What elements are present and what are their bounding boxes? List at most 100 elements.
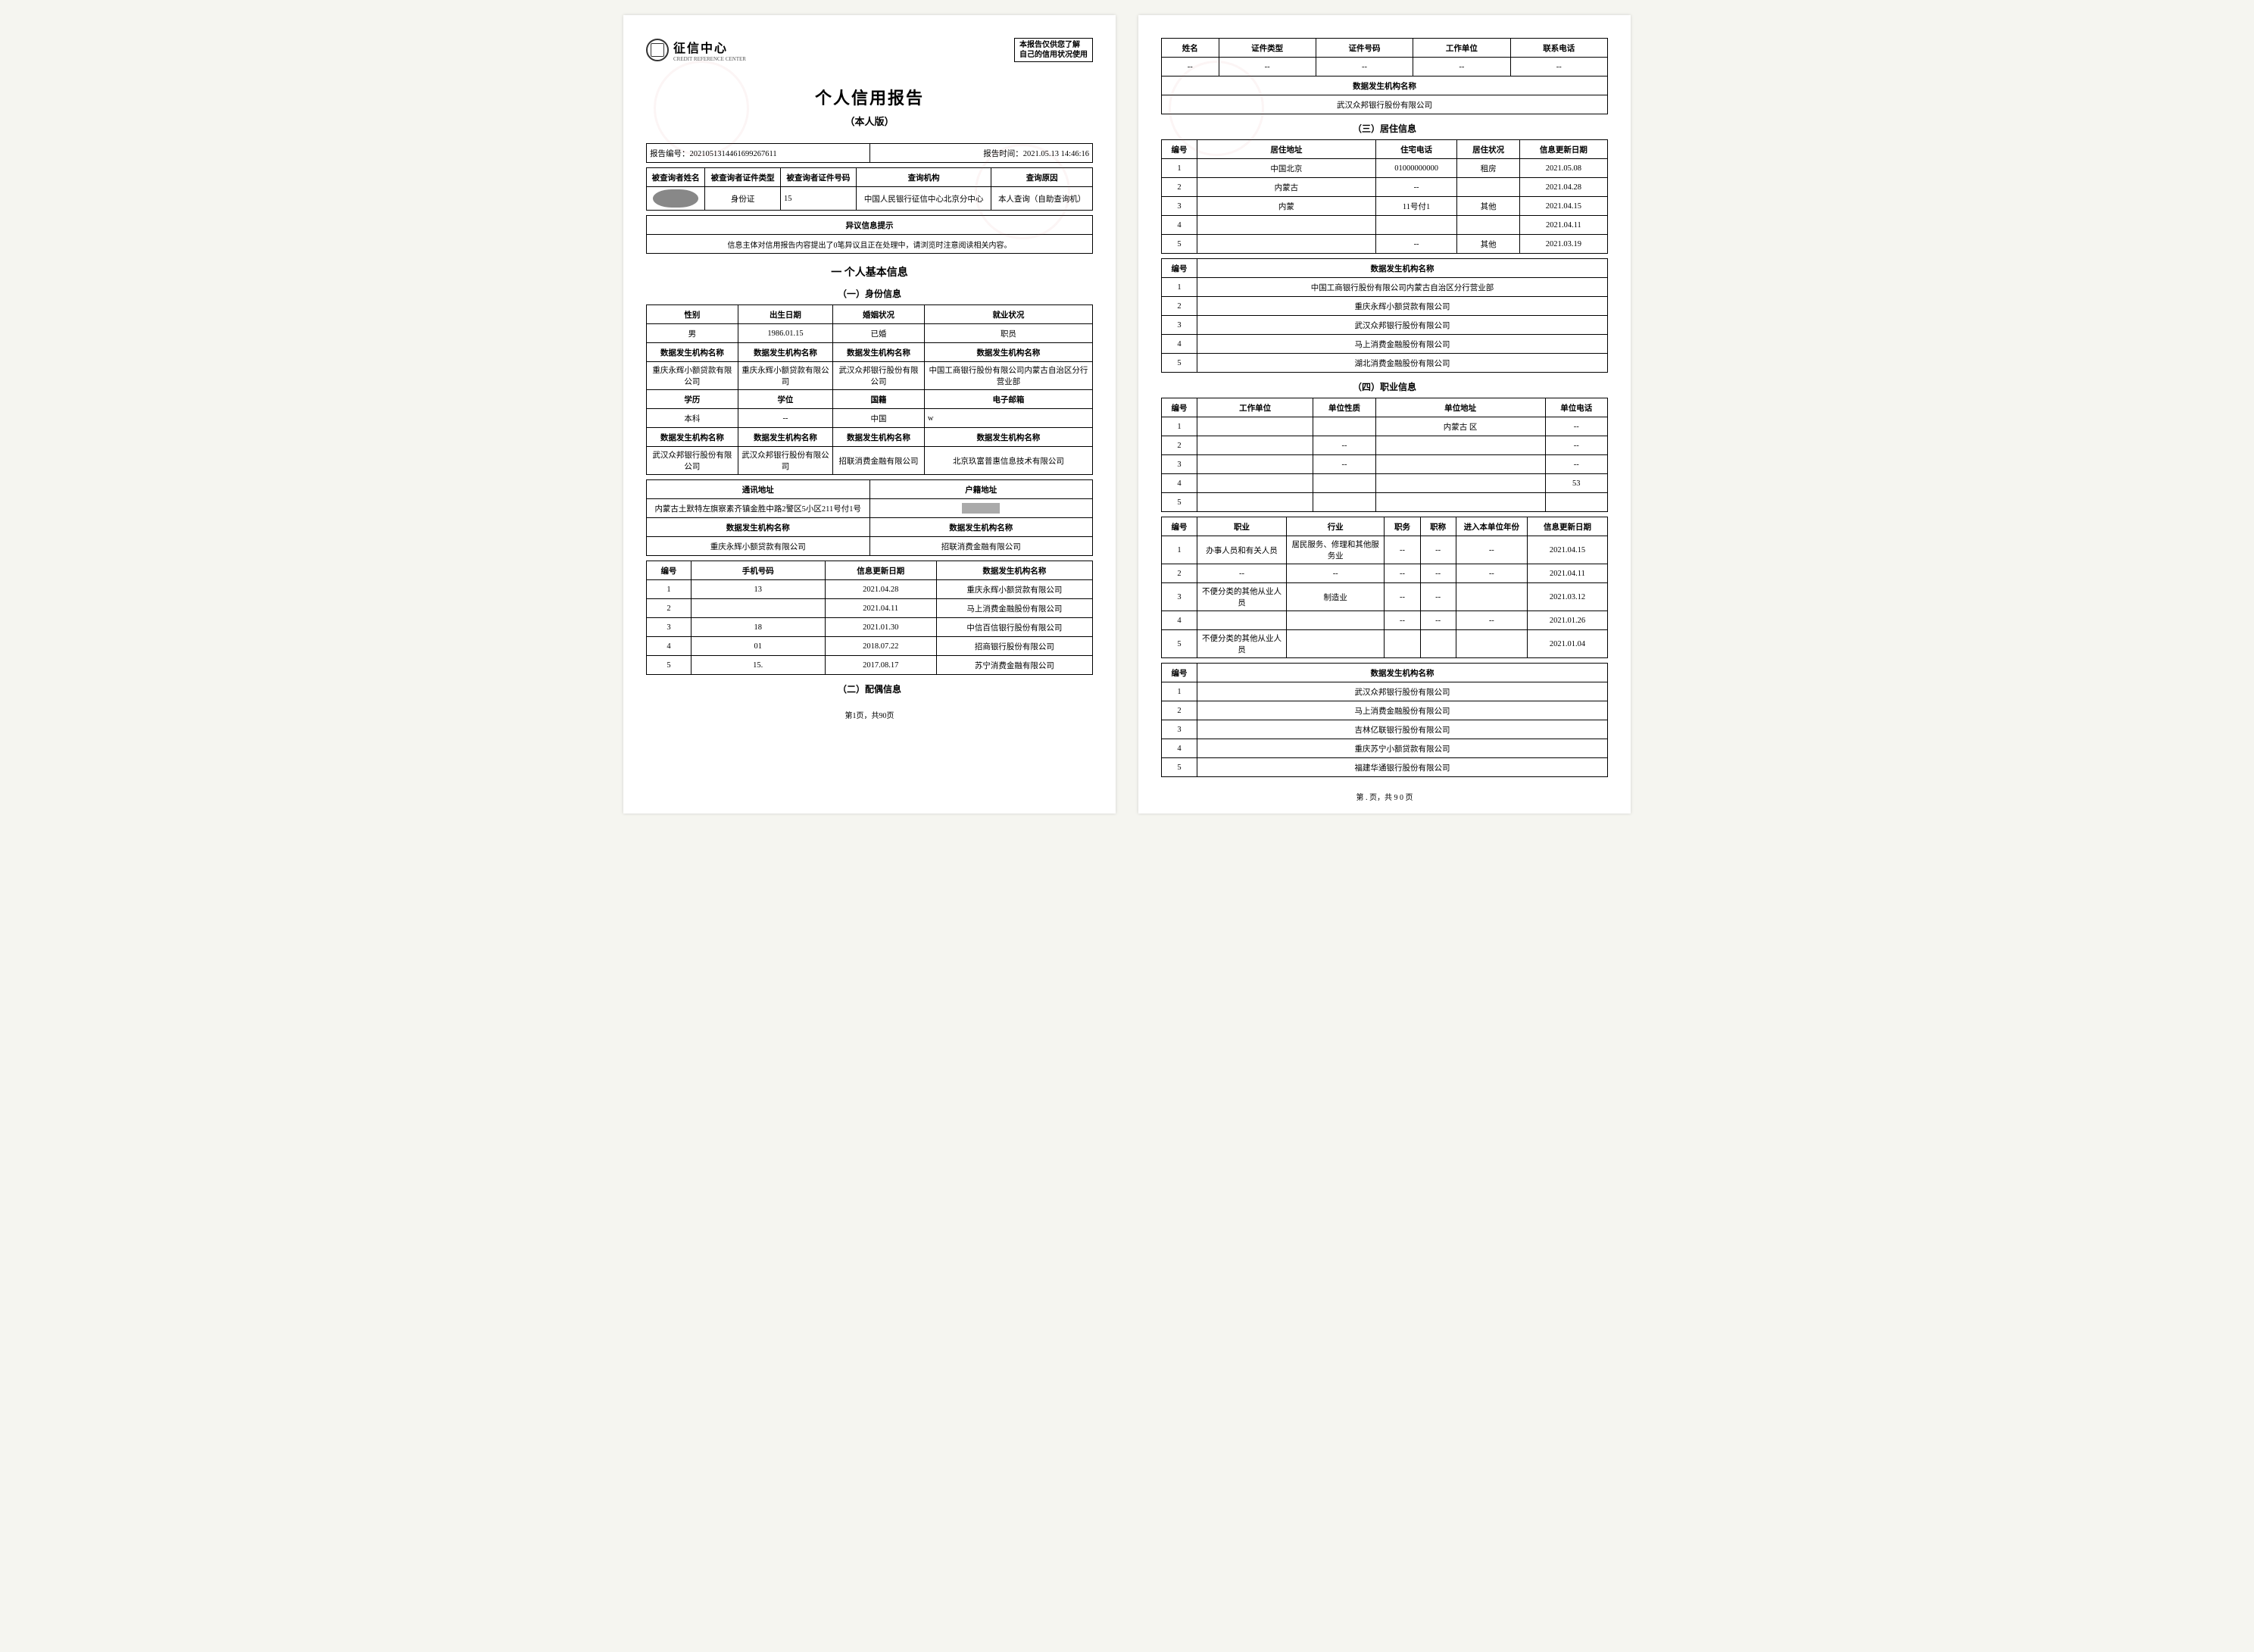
rh1: 居住地址	[1197, 140, 1376, 159]
ih31: 学位	[738, 390, 832, 409]
adh1: 户籍地址	[869, 480, 1093, 499]
table-row: 2重庆永辉小额贷款有限公司	[1162, 297, 1608, 316]
table-cell	[1197, 216, 1376, 235]
s1-1: （一）身份信息	[646, 287, 1093, 300]
ih42: 数据发生机构名称	[833, 428, 925, 447]
jh12: 单位性质	[1313, 398, 1375, 417]
jh24: 职称	[1420, 517, 1456, 536]
table-cell: --	[1385, 536, 1420, 564]
table-row: 5	[1162, 493, 1608, 512]
jh23: 职务	[1385, 517, 1420, 536]
table-row: 1132021.04.28重庆永辉小额贷款有限公司	[647, 580, 1093, 599]
table-cell	[1420, 630, 1456, 658]
table-cell: 湖北消费金融股份有限公司	[1197, 354, 1608, 373]
table-row: 2----	[1162, 436, 1608, 455]
table-cell: 内蒙	[1197, 197, 1376, 216]
roh0: 编号	[1162, 259, 1197, 278]
table-cell: 18	[691, 618, 825, 637]
table-cell: --	[1420, 536, 1456, 564]
table-cell	[1375, 436, 1545, 455]
spr2: --	[1316, 58, 1413, 77]
table-cell: 5	[647, 656, 691, 675]
table-cell: 1	[1162, 417, 1197, 436]
table-row: 5福建华通银行股份有限公司	[1162, 758, 1608, 777]
page-subtitle: （本人版）	[646, 114, 1093, 128]
rh0: 编号	[1162, 140, 1197, 159]
logo-sub: CREDIT REFERENCE CENTER	[673, 56, 746, 62]
table-cell: 1	[1162, 536, 1197, 564]
table-cell: 11号付1	[1375, 197, 1457, 216]
table-row: 4012018.07.22招商银行股份有限公司	[647, 637, 1093, 656]
aoh0: 数据发生机构名称	[647, 518, 870, 537]
ir40: 武汉众邦银行股份有限公司	[647, 447, 738, 475]
page-1: 征信中心 CREDIT REFERENCE CENTER 本报告仅供您了解 自己…	[623, 15, 1116, 814]
qh1: 被查询者证件类型	[705, 168, 781, 187]
table-row: 5不便分类的其他从业人员2021.01.04	[1162, 630, 1608, 658]
ir33: w	[924, 409, 1092, 428]
table-cell	[1375, 216, 1457, 235]
sph1: 证件类型	[1219, 39, 1316, 58]
table-cell	[691, 599, 825, 618]
qr4: 本人查询（自助查询机）	[991, 187, 1093, 211]
table-cell	[1456, 583, 1527, 611]
table-cell: --	[1456, 536, 1527, 564]
table-cell: 2021.03.19	[1519, 235, 1607, 254]
ir32: 中国	[833, 409, 925, 428]
roh1: 数据发生机构名称	[1197, 259, 1608, 278]
ir12: 已婚	[833, 324, 925, 343]
table-cell: --	[1420, 583, 1456, 611]
qr1: 身份证	[705, 187, 781, 211]
table-cell: 2021.04.11	[1519, 216, 1607, 235]
table-cell: 2021.01.04	[1527, 630, 1607, 658]
table-cell: 2017.08.17	[825, 656, 936, 675]
address-table: 通讯地址 户籍地址 内蒙古土默特左旗察素齐镇金胜中路2警区5小区211号付1号 …	[646, 479, 1093, 556]
job-org-table: 编号 数据发生机构名称 1武汉众邦银行股份有限公司2马上消费金融股份有限公司3吉…	[1161, 663, 1608, 777]
table-row: 515.2017.08.17苏宁消费金融有限公司	[647, 656, 1093, 675]
aor0: 重庆永辉小额贷款有限公司	[647, 537, 870, 556]
table-cell	[1197, 235, 1376, 254]
table-cell: 其他	[1457, 197, 1519, 216]
ir11: 1986.01.15	[738, 324, 832, 343]
table-cell: 5	[1162, 493, 1197, 512]
table-cell: 内蒙古 区	[1375, 417, 1545, 436]
table-cell: 4	[1162, 335, 1197, 354]
phone-table: 编号 手机号码 信息更新日期 数据发生机构名称 1132021.04.28重庆永…	[646, 561, 1093, 675]
logo: 征信中心 CREDIT REFERENCE CENTER	[646, 38, 746, 62]
table-row: 3不便分类的其他从业人员制造业----2021.03.12	[1162, 583, 1608, 611]
job-table-1: 编号 工作单位 单位性质 单位地址 单位电话 1内蒙古 区--2----3---…	[1161, 398, 1608, 512]
table-cell: 1	[647, 580, 691, 599]
table-cell: 2021.04.28	[1519, 178, 1607, 197]
ih22: 数据发生机构名称	[833, 343, 925, 362]
table-cell: 租房	[1457, 159, 1519, 178]
table-cell: 1	[1162, 682, 1197, 701]
table-cell: 武汉众邦银行股份有限公司	[1197, 316, 1608, 335]
ph0: 编号	[647, 561, 691, 580]
qr0	[647, 187, 705, 211]
table-row: 1内蒙古 区--	[1162, 417, 1608, 436]
qr3: 中国人民银行征信中心北京分中心	[856, 187, 991, 211]
table-row: 1中国北京01000000000租房2021.05.08	[1162, 159, 1608, 178]
rh4: 信息更新日期	[1519, 140, 1607, 159]
table-cell: 2	[1162, 178, 1197, 197]
table-cell: 不便分类的其他从业人员	[1197, 583, 1287, 611]
s1-4: （四）职业信息	[1161, 380, 1608, 393]
table-cell: 13	[691, 580, 825, 599]
table-cell: 5	[1162, 354, 1197, 373]
joh1: 数据发生机构名称	[1197, 664, 1608, 682]
table-row: 3182021.01.30中信百信银行股份有限公司	[647, 618, 1093, 637]
table-row: 1办事人员和有关人员居民服务、修理和其他服务业------2021.04.15	[1162, 536, 1608, 564]
report-time-label: 报告时间：	[983, 150, 1023, 158]
table-cell: 2	[1162, 436, 1197, 455]
table-cell: 2	[1162, 564, 1197, 583]
ih30: 学历	[647, 390, 738, 409]
table-cell: 3	[1162, 583, 1197, 611]
table-cell: --	[1286, 564, 1385, 583]
s1-3: （三）居住信息	[1161, 122, 1608, 135]
report-meta-table: 报告编号：2021051314461699267611 报告时间：2021.05…	[646, 143, 1093, 163]
spr3: --	[1413, 58, 1510, 77]
table-cell: 马上消费金融股份有限公司	[936, 599, 1092, 618]
table-cell: 办事人员和有关人员	[1197, 536, 1287, 564]
ih10: 性别	[647, 305, 738, 324]
table-cell: --	[1456, 564, 1527, 583]
table-cell	[1457, 216, 1519, 235]
